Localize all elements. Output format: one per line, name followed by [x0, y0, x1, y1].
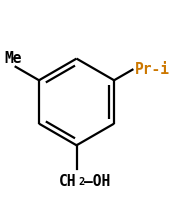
Text: 2: 2 — [78, 176, 85, 186]
Text: CH: CH — [59, 173, 77, 188]
Text: —OH: —OH — [84, 173, 110, 188]
Text: Me: Me — [4, 51, 21, 65]
Text: Pr-i: Pr-i — [135, 62, 170, 77]
